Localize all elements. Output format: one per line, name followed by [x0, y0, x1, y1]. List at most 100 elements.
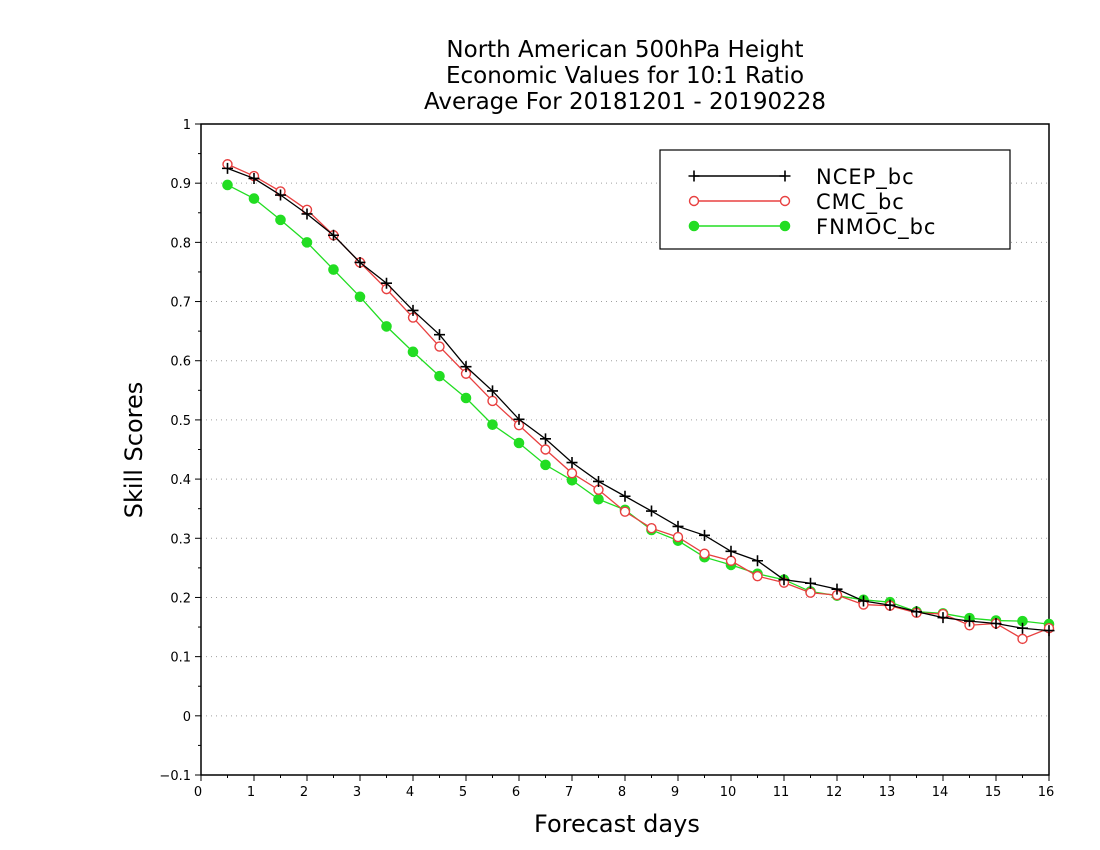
ncep-bc-marker — [407, 304, 419, 316]
ncep-bc-marker — [937, 612, 949, 624]
ncep-bc-marker — [778, 574, 790, 586]
y-tick-label: 0.7 — [170, 296, 191, 311]
x-tick-label: 9 — [671, 785, 679, 800]
x-tick-label: 8 — [618, 785, 626, 800]
fnmoc-bc-marker — [354, 291, 366, 303]
ncep-bc-marker — [911, 606, 922, 618]
fnmoc-bc-series-line — [227, 184, 1050, 625]
ncep-bc-marker — [566, 457, 578, 469]
cmc-bc-marker — [434, 341, 445, 352]
fnmoc-bc-marker — [222, 179, 233, 191]
y-tick-label: 0.4 — [170, 473, 191, 488]
ncep-bc-marker — [487, 385, 498, 397]
ncep-bc-marker — [619, 490, 631, 502]
fnmoc-bc-marker — [434, 370, 445, 382]
x-tick-label: 4 — [406, 785, 414, 800]
legend-ncep-bc-marker — [688, 170, 700, 182]
x-tick-label: 14 — [932, 785, 949, 800]
ncep-bc-marker — [434, 329, 445, 341]
x-tick-label: 11 — [773, 785, 790, 800]
ncep-bc-marker — [222, 162, 233, 174]
y-tick-label: −0.1 — [159, 769, 191, 784]
ncep-bc-marker — [460, 361, 472, 373]
legend-ncep-bc-marker — [779, 170, 791, 182]
legend-cmc-bc-marker — [688, 195, 700, 207]
cmc-bc-marker — [646, 523, 657, 534]
y-tick-label: 0.2 — [170, 591, 191, 606]
cmc-bc-marker — [619, 506, 631, 517]
fnmoc-bc-marker — [540, 459, 551, 471]
ncep-bc-marker — [381, 277, 392, 289]
legend-box — [659, 149, 1011, 250]
ncep-bc-marker — [275, 189, 286, 201]
ncep-bc-marker — [858, 595, 869, 607]
ncep-bc-marker — [513, 413, 525, 425]
ncep-bc-marker — [593, 475, 604, 487]
legend-label-fnmoc-bc: FNMOC_bc — [816, 215, 936, 240]
x-tick-label: 12 — [826, 785, 843, 800]
ncep-bc-marker — [884, 599, 896, 611]
y-tick-label: 0.9 — [170, 177, 191, 192]
cmc-bc-marker — [805, 587, 816, 598]
ncep-bc-marker — [248, 172, 260, 184]
fnmoc-bc-marker — [301, 237, 313, 248]
y-tick-label: 0.5 — [170, 414, 191, 429]
fnmoc-bc-marker — [328, 264, 339, 275]
ncep-bc-marker — [699, 529, 710, 541]
y-tick-label: 0.3 — [170, 532, 191, 547]
ncep-bc-marker — [646, 505, 657, 517]
x-axis-title: Forecast days — [534, 810, 700, 838]
legend-label-cmc-bc: CMC_bc — [816, 190, 905, 215]
y-tick-label: 1 — [183, 118, 191, 133]
ncep-bc-series-line — [227, 167, 1050, 632]
ncep-bc-marker — [540, 433, 551, 445]
cmc-bc-marker — [752, 570, 763, 582]
fnmoc-bc-marker — [487, 419, 498, 430]
x-tick-label: 2 — [300, 785, 308, 800]
ncep-bc-marker — [1017, 622, 1028, 634]
ncep-bc-marker — [725, 545, 737, 557]
cmc-bc-marker — [540, 444, 551, 455]
x-tick-label: 3 — [353, 785, 361, 800]
x-tick-label: 1 — [247, 785, 255, 800]
cmc-bc-marker — [672, 531, 684, 543]
ncep-bc-marker — [752, 555, 763, 567]
x-tick-label: 10 — [720, 785, 737, 800]
y-tick-label: 0.6 — [170, 355, 191, 370]
chart-title-line-1: North American 500hPa Height — [446, 37, 804, 63]
cmc-bc-marker — [699, 548, 710, 559]
cmc-bc-marker — [566, 467, 578, 479]
ncep-bc-marker — [1043, 625, 1055, 637]
ncep-bc-marker — [964, 615, 975, 627]
ncep-bc-marker — [831, 583, 843, 595]
cmc-bc-marker — [725, 555, 737, 566]
y-tick-label: 0.1 — [170, 651, 191, 666]
x-tick-label: 15 — [985, 785, 1002, 800]
cmc-bc-marker — [487, 395, 498, 407]
ncep-bc-marker — [990, 617, 1002, 629]
x-tick-label: 5 — [459, 785, 467, 800]
ncep-bc-marker — [354, 256, 366, 268]
fnmoc-bc-marker — [248, 193, 260, 204]
fnmoc-bc-marker — [460, 392, 472, 404]
ncep-bc-marker — [328, 229, 339, 241]
x-tick-label: 6 — [512, 785, 520, 800]
fnmoc-bc-marker — [513, 437, 525, 449]
y-tick-label: 0.8 — [170, 236, 191, 251]
ncep-bc-marker — [672, 520, 684, 532]
ncep-bc-marker — [805, 577, 816, 589]
legend-cmc-bc-marker — [779, 195, 791, 207]
fnmoc-bc-marker — [275, 214, 286, 226]
x-tick-label: 13 — [879, 785, 896, 800]
x-tick-label: 7 — [565, 785, 573, 800]
fnmoc-bc-marker — [593, 493, 604, 505]
y-tick-label: 0 — [183, 710, 191, 725]
cmc-bc-marker — [1017, 633, 1028, 645]
y-axis-title: Skill Scores — [120, 381, 148, 519]
ncep-bc-marker — [301, 208, 313, 220]
legend-fnmoc-bc-marker — [779, 220, 791, 232]
fnmoc-bc-marker — [407, 346, 419, 358]
x-tick-label: 16 — [1038, 785, 1055, 800]
chart-title-line-2: Economic Values for 10:1 Ratio — [445, 63, 805, 89]
